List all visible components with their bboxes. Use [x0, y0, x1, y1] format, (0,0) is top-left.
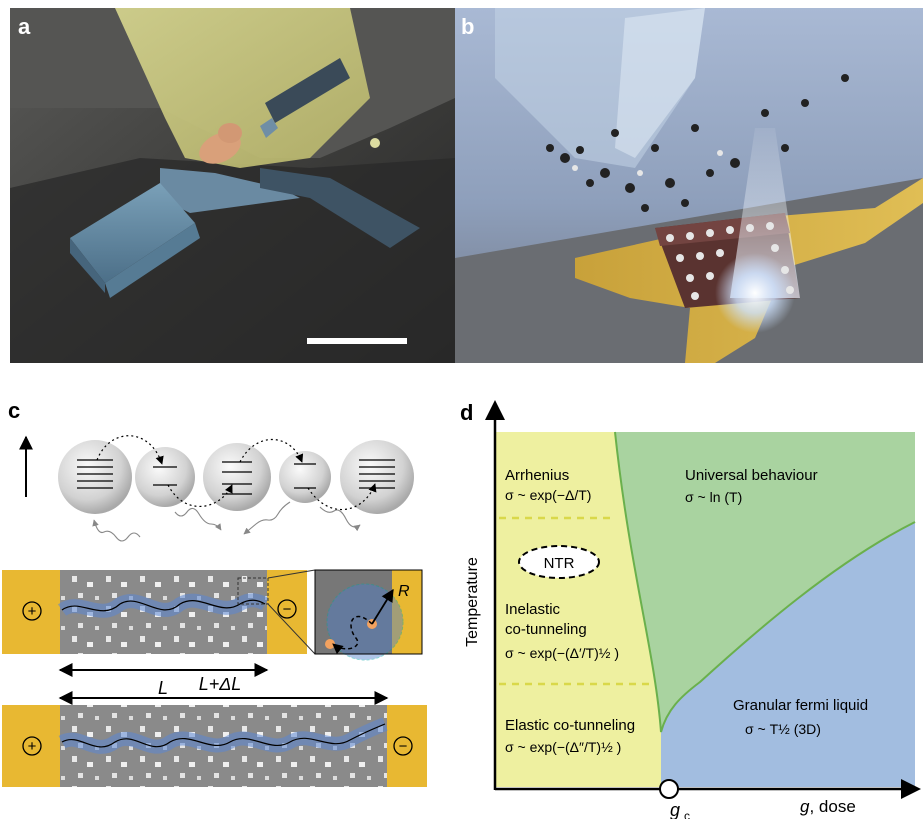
phonon-waves	[92, 501, 361, 542]
sem-image	[10, 8, 455, 363]
grain-4	[279, 451, 331, 503]
minus-terminal-1	[277, 599, 297, 619]
elastic-title: Elastic co-tunneling	[505, 717, 635, 734]
minus-sign-2: −	[399, 738, 408, 755]
panel-b-label: b	[461, 14, 475, 39]
radius-label: R	[398, 583, 410, 600]
zoom-box	[237, 577, 269, 605]
critical-sub: c	[684, 809, 690, 819]
panel-a-label: a	[18, 14, 31, 39]
hopping-schematic: + − R L L+ΔL + −	[2, 435, 427, 787]
granular-law: σ ~ T½ (3D)	[745, 721, 821, 737]
x-axis-label: g, dose	[800, 797, 856, 816]
grain-5	[340, 440, 414, 514]
arrhenius-title: Arrhenius	[505, 467, 569, 484]
elastic-law: σ ~ exp(−(Δ″/T)½ )	[505, 739, 621, 755]
left-electrode-1	[2, 570, 60, 654]
plus-sign-1: +	[28, 603, 37, 620]
panel-d: d Temperature g, dose g c NTR Arrhenius …	[455, 392, 923, 819]
grain-2	[135, 447, 195, 507]
critical-label: g	[670, 800, 680, 819]
ntr-label: NTR	[544, 555, 575, 572]
left-electrode-2	[2, 705, 60, 787]
extended-length-label: L+ΔL	[199, 674, 242, 694]
right-electrode-1	[267, 570, 307, 654]
length-label: L	[158, 678, 168, 698]
grain-1	[58, 440, 132, 514]
minus-terminal-2	[393, 736, 413, 756]
universal-region	[615, 432, 915, 732]
inelastic-title-2: co-tunneling	[505, 621, 587, 638]
panel-c: c	[0, 392, 445, 819]
universal-law: σ ~ ln (T)	[685, 489, 742, 505]
scale-bar	[307, 338, 407, 344]
fermi-liquid-region	[661, 522, 915, 787]
plus-sign-2: +	[28, 738, 37, 755]
inelastic-title-1: Inelastic	[505, 601, 561, 618]
plus-terminal-1	[22, 601, 42, 621]
ntr-ellipse	[518, 545, 600, 579]
grain-3	[203, 443, 271, 511]
inelastic-law: σ ~ exp(−(Δ′/T)½ )	[505, 645, 619, 661]
hopping-arcs	[96, 435, 377, 511]
panel-a: a	[10, 8, 455, 363]
arrhenius-law: σ ~ exp(−Δ/T)	[505, 487, 591, 503]
plus-terminal-2	[22, 736, 42, 756]
granular-title: Granular fermi liquid	[733, 697, 868, 714]
y-axis-label: Temperature	[464, 557, 481, 647]
grain-row	[58, 440, 414, 514]
panel-b: b	[455, 8, 923, 363]
critical-point-marker	[659, 779, 679, 799]
phase-boundary	[614, 431, 916, 733]
deposition-illustration	[455, 8, 923, 363]
panel-c-label: c	[8, 398, 21, 423]
panel-d-label: d	[460, 400, 474, 425]
minus-sign-1: −	[283, 601, 292, 618]
universal-title: Universal behaviour	[685, 467, 818, 484]
phase-diagram: Temperature g, dose g c NTR Arrhenius σ …	[464, 400, 921, 819]
